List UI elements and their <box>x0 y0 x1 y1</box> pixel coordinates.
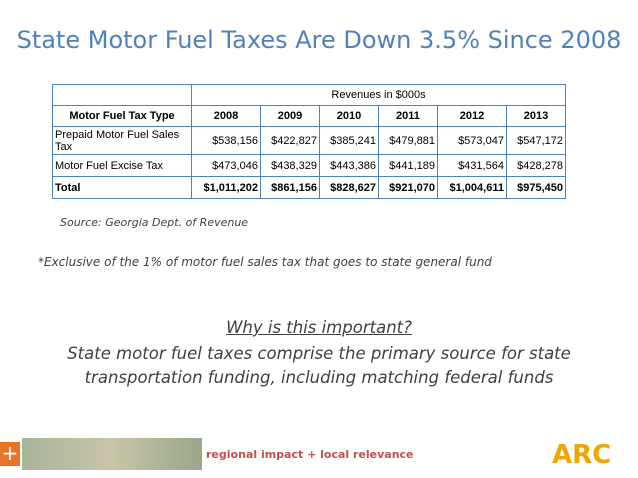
empty-cell <box>52 84 192 106</box>
source-note: Source: Georgia Dept. of Revenue <box>60 216 249 229</box>
cell: $431,564 <box>437 154 507 177</box>
column-header: 2013 <box>505 105 567 127</box>
explanation: State motor fuel taxes comprise the prim… <box>67 344 571 387</box>
cell: $1,011,202 <box>191 176 261 199</box>
cell: $547,172 <box>505 126 567 155</box>
table-row: Motor Fuel Excise Tax $473,046 $438,329 $44… <box>52 154 567 177</box>
column-header: 2008 <box>191 105 261 127</box>
cell: $828,627 <box>318 176 379 199</box>
cell: $1,004,611 <box>437 176 507 199</box>
revenue-table: Revenues in $000s Motor Fuel Tax Type 200… <box>52 84 567 199</box>
column-header: Motor Fuel Tax Type <box>52 105 192 127</box>
cell: $975,450 <box>505 176 567 199</box>
cell: $422,827 <box>259 126 320 155</box>
table-row: Prepaid Motor Fuel Sales Tax $538,156 $422… <box>52 126 567 155</box>
column-header: 2010 <box>318 105 379 127</box>
cell: $385,241 <box>318 126 379 155</box>
column-header-row: Motor Fuel Tax Type 2008 2009 2010 2011 2012 2… <box>52 105 567 127</box>
column-header: 2009 <box>259 105 320 127</box>
cell: $438,329 <box>259 154 320 177</box>
cell: $861,156 <box>259 176 320 199</box>
cell: $473,046 <box>191 154 261 177</box>
group-header-row: Revenues in $000s <box>52 84 566 106</box>
cell: $428,278 <box>505 154 567 177</box>
cell: $538,156 <box>191 126 261 155</box>
cell: $441,189 <box>377 154 439 177</box>
column-header: 2012 <box>437 105 507 127</box>
slide-title: State Motor Fuel Taxes Are Down 3.5% Sin… <box>16 26 622 54</box>
row-label: Motor Fuel Excise Tax <box>52 154 192 177</box>
row-label: Total <box>52 176 192 199</box>
footer-logo: ARC <box>552 440 612 470</box>
cell: $479,881 <box>377 126 439 155</box>
group-header: Revenues in $000s <box>191 84 566 106</box>
cell: $443,386 <box>318 154 379 177</box>
row-label: Prepaid Motor Fuel Sales Tax <box>52 126 192 155</box>
cell: $921,070 <box>377 176 439 199</box>
footnote: *Exclusive of the 1% of motor fuel sales… <box>38 255 492 269</box>
footer-image <box>22 438 202 470</box>
cell: $573,047 <box>437 126 507 155</box>
table-row: Total $1,011,202 $861,156 $828,627 $921,070 $… <box>52 176 567 199</box>
footer-plus: + <box>0 441 20 466</box>
footer-tagline: regional impact + local relevance <box>206 448 414 461</box>
question: Why is this important? <box>226 318 412 337</box>
column-header: 2011 <box>377 105 439 127</box>
